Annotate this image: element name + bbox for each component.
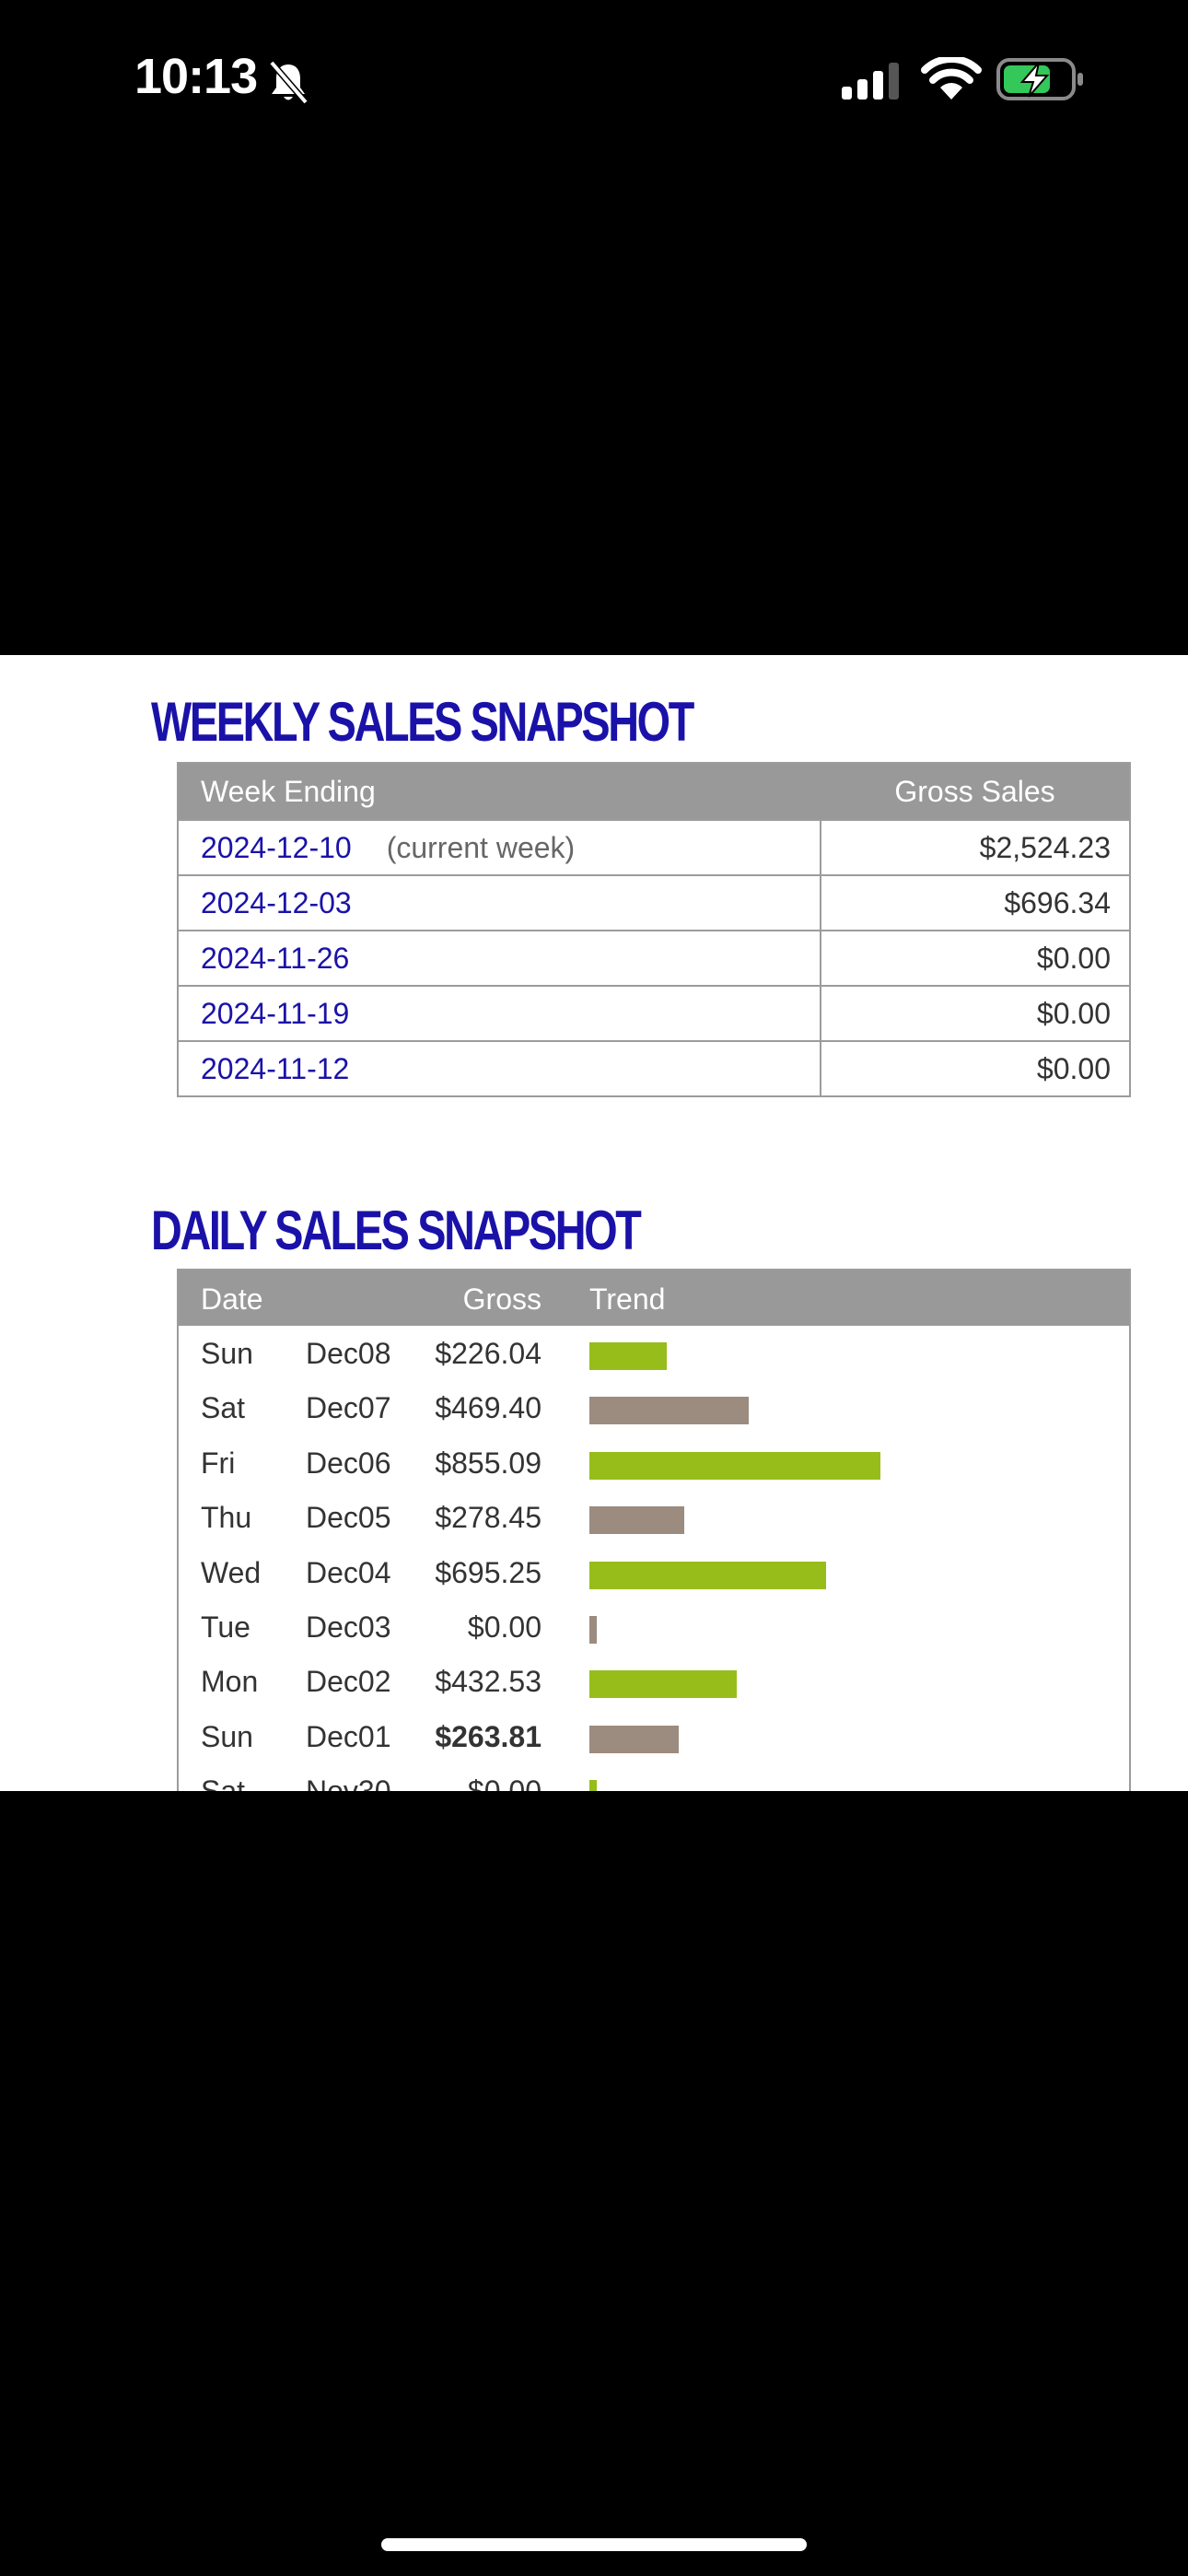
day-date: Nov30 <box>306 1774 391 1791</box>
day-gross: $263.81 <box>435 1719 542 1753</box>
gross-sales-header: Gross Sales <box>821 763 1130 820</box>
trend-bar <box>589 1561 826 1589</box>
day-of-week: Wed <box>201 1555 262 1589</box>
daily-row: Fri Dec06 $855.09 <box>179 1435 1129 1490</box>
week-cell: 2024-12-03 <box>177 874 821 931</box>
current-week-note: (current week) <box>386 830 576 864</box>
day-date: Dec07 <box>306 1391 391 1425</box>
sales-snapshot-page: WEEKLY SALES SNAPSHOT Week Ending Gross … <box>0 655 1188 1791</box>
trend-bar <box>589 1397 749 1425</box>
table-row: 2024-11-19 $0.00 <box>177 985 1131 1042</box>
daily-row: Tue Dec03 $0.00 <box>179 1599 1129 1654</box>
cellular-signal-icon <box>842 63 899 100</box>
trend-bar <box>589 1615 597 1644</box>
bell-muted-icon <box>269 60 309 105</box>
home-indicator[interactable] <box>381 2538 807 2551</box>
gross-sales-cell: $0.00 <box>820 1040 1131 1097</box>
trend-bar <box>589 1780 597 1791</box>
day-gross: $695.25 <box>435 1555 542 1589</box>
week-link[interactable]: 2024-11-26 <box>201 941 350 975</box>
date-header: Date <box>201 1282 263 1316</box>
week-link[interactable]: 2024-12-03 <box>201 885 352 919</box>
day-date: Dec03 <box>306 1610 391 1644</box>
wifi-icon <box>921 57 982 100</box>
gross-sales-cell: $2,524.23 <box>820 819 1131 876</box>
day-of-week: Mon <box>201 1665 259 1699</box>
day-of-week: Fri <box>201 1446 236 1480</box>
day-gross: $432.53 <box>435 1665 542 1699</box>
table-row: 2024-11-26 $0.00 <box>177 930 1131 987</box>
day-date: Dec01 <box>306 1719 391 1753</box>
day-of-week: Sat <box>201 1391 246 1425</box>
day-gross: $855.09 <box>435 1446 542 1480</box>
status-bar: 10:13 <box>0 0 1188 161</box>
daily-row: Sun Dec08 $226.04 <box>179 1326 1129 1380</box>
daily-header-row: Date Gross Trend <box>179 1270 1129 1326</box>
week-cell: 2024-12-10 (current week) <box>177 819 821 876</box>
daily-row: Mon Dec02 $432.53 <box>179 1654 1129 1708</box>
day-of-week: Sat <box>201 1774 245 1791</box>
week-ending-header: Week Ending <box>178 763 821 820</box>
weekly-sales-title: WEEKLY SALES SNAPSHOT <box>151 691 694 753</box>
day-of-week: Sun <box>201 1719 253 1753</box>
day-date: Dec02 <box>306 1665 391 1699</box>
daily-row: Sat Nov30 $0.00 <box>179 1763 1129 1791</box>
trend-bar <box>589 1725 679 1753</box>
daily-row: Sat Dec07 $469.40 <box>179 1380 1129 1434</box>
status-time: 10:13 <box>134 49 258 104</box>
daily-row: Wed Dec04 $695.25 <box>179 1545 1129 1599</box>
table-row: 2024-12-10 (current week) $2,524.23 <box>177 819 1131 876</box>
trend-bar <box>589 1506 684 1535</box>
day-gross: $278.45 <box>435 1501 542 1535</box>
gross-header: Gross <box>462 1282 542 1316</box>
daily-sales-title: DAILY SALES SNAPSHOT <box>151 1200 642 1261</box>
trend-bar <box>589 1342 667 1370</box>
gross-sales-cell: $0.00 <box>820 985 1131 1042</box>
day-date: Dec06 <box>306 1446 391 1480</box>
gross-sales-cell: $0.00 <box>820 930 1131 987</box>
weekly-sales-table: Week Ending Gross Sales 2024-12-10 (curre… <box>177 762 1131 1097</box>
daily-sales-table: Date Gross Trend Sun Dec08 $226.04 Sat Dec07… <box>177 1269 1131 1791</box>
week-link[interactable]: 2024-11-12 <box>201 1051 350 1085</box>
daily-row: Thu Dec05 $278.45 <box>179 1490 1129 1544</box>
day-gross: $469.40 <box>435 1391 542 1425</box>
week-link[interactable]: 2024-12-10 <box>201 830 352 864</box>
trend-bar <box>589 1451 880 1480</box>
day-of-week: Sun <box>201 1337 253 1370</box>
daily-rows: Sun Dec08 $226.04 Sat Dec07 $469.40 Fri Dec06 $8… <box>179 1326 1129 1791</box>
day-gross: $0.00 <box>468 1774 542 1791</box>
day-gross: $0.00 <box>467 1610 542 1644</box>
table-row: 2024-11-12 $0.00 <box>177 1040 1131 1097</box>
daily-row: Sun Dec01 $263.81 <box>179 1709 1129 1763</box>
day-of-week: Tue <box>201 1610 250 1644</box>
table-row: 2024-12-03 $696.34 <box>177 874 1131 931</box>
trend-header: Trend <box>589 1282 666 1316</box>
trend-bar <box>589 1670 737 1699</box>
week-link[interactable]: 2024-11-19 <box>201 996 350 1030</box>
day-of-week: Thu <box>201 1501 252 1535</box>
week-cell: 2024-11-12 <box>177 1040 821 1097</box>
day-date: Dec08 <box>306 1337 391 1370</box>
week-cell: 2024-11-19 <box>177 985 821 1042</box>
week-cell: 2024-11-26 <box>177 930 821 987</box>
day-date: Dec04 <box>306 1555 391 1589</box>
gross-sales-cell: $696.34 <box>820 874 1131 931</box>
day-date: Dec05 <box>306 1501 391 1535</box>
battery-charging-icon <box>996 58 1083 100</box>
day-gross: $226.04 <box>435 1337 542 1370</box>
weekly-header-row: Week Ending Gross Sales <box>178 763 1130 820</box>
